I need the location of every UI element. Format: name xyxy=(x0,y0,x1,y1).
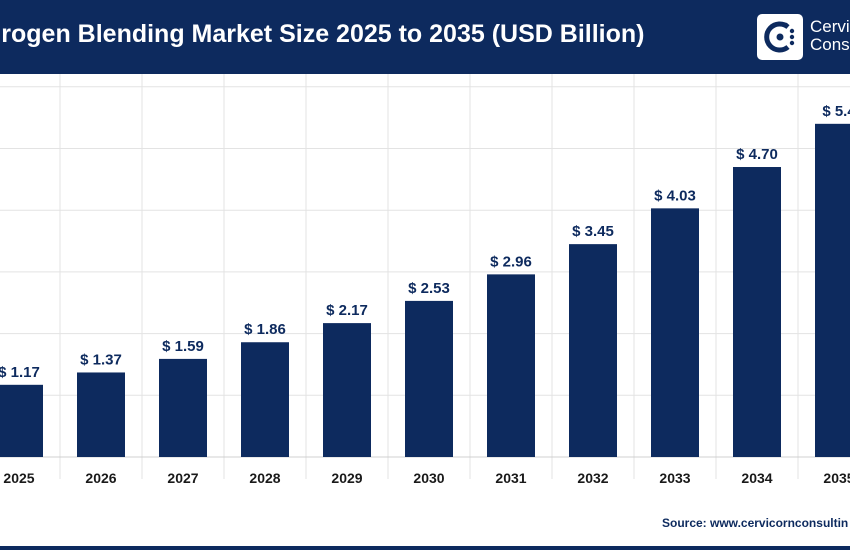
bar-2028 xyxy=(241,342,289,457)
bar-2032 xyxy=(569,244,617,457)
x-tick-label-2031: 2031 xyxy=(495,470,526,486)
logo-text-line2: Consu xyxy=(810,35,850,54)
data-label-2029: $ 2.17 xyxy=(326,302,368,319)
x-tick-label-2028: 2028 xyxy=(249,470,280,486)
data-label-2030: $ 2.53 xyxy=(408,280,450,297)
bar-2029 xyxy=(323,323,371,457)
bar-2030 xyxy=(405,300,453,457)
x-tick-label-2026: 2026 xyxy=(85,470,116,486)
x-tick-label-2030: 2030 xyxy=(413,470,444,486)
chart-title: drogen Blending Market Size 2025 to 2035… xyxy=(0,20,645,48)
bar-2034 xyxy=(733,167,781,457)
data-label-2026: $ 1.37 xyxy=(80,351,122,368)
data-label-2028: $ 1.86 xyxy=(244,321,286,338)
bottom-rule xyxy=(0,546,850,550)
x-tick-label-2032: 2032 xyxy=(577,470,608,486)
source-note: Source: www.cervicornconsultin xyxy=(662,516,849,530)
data-label-2033: $ 4.03 xyxy=(654,187,696,204)
bar-chart: $ 1.17 2025 $ 1.37 2026 $ 1.59 2027 $ 1.86 2028… xyxy=(0,74,850,486)
logo-text: Cervic Consu xyxy=(810,18,850,54)
data-label-2034: $ 4.70 xyxy=(736,146,778,163)
data-label-2025: $ 1.17 xyxy=(0,364,40,381)
x-tick-label-2029: 2029 xyxy=(331,470,362,486)
data-label-2032: $ 3.45 xyxy=(572,223,614,240)
x-tick-label-2025: 2025 xyxy=(3,470,34,486)
x-tick-label-2035: 2035 xyxy=(823,470,850,486)
x-tick-label-2027: 2027 xyxy=(167,470,198,486)
bar-2035 xyxy=(815,123,850,457)
data-label-2035: $ 5.4 xyxy=(822,103,850,120)
bar-2026 xyxy=(77,372,125,457)
bar-2027 xyxy=(159,358,207,457)
x-tick-label-2033: 2033 xyxy=(659,470,690,486)
data-label-2031: $ 2.96 xyxy=(490,253,532,270)
chart-header: drogen Blending Market Size 2025 to 2035… xyxy=(0,0,850,74)
x-tick-label-2034: 2034 xyxy=(741,470,772,486)
logo-icon xyxy=(757,14,803,60)
data-label-2027: $ 1.59 xyxy=(162,338,204,355)
bar-2033 xyxy=(651,208,699,457)
bar-2025 xyxy=(0,384,43,457)
bar-2031 xyxy=(487,274,535,457)
logo-text-line1: Cervic xyxy=(810,17,850,36)
